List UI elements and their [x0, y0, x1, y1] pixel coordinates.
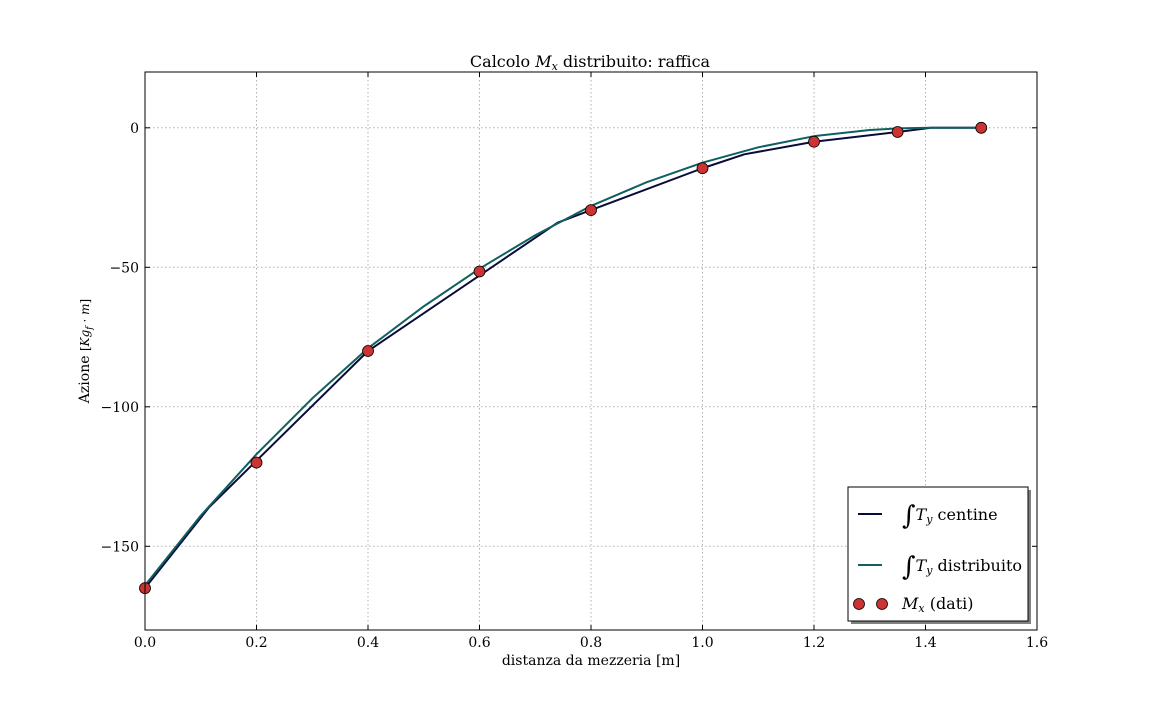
y-axis-units-k: K — [78, 336, 92, 347]
data-point — [696, 162, 709, 175]
legend-label-centine: ∫Ty centine — [902, 501, 998, 531]
y-tick-label: −50 — [109, 260, 139, 276]
y-axis-label-text: Azione — [77, 351, 93, 404]
x-axis-label: distanza da mezzeria [m] — [502, 653, 680, 669]
y-tick-label: 0 — [130, 121, 139, 137]
y-axis-units-m: m — [78, 304, 92, 315]
x-tick-label: 0.0 — [134, 635, 156, 651]
legend-math-sub-dati: x — [918, 602, 925, 615]
series-layer — [139, 121, 988, 595]
y-tick-label: −150 — [101, 539, 139, 555]
x-tick-label: 1.6 — [1026, 635, 1048, 651]
y-axis-label: Azione [Kgf · m] — [77, 299, 95, 404]
x-tick-label: 0.2 — [245, 635, 267, 651]
y-tick-label: −100 — [101, 400, 139, 416]
data-point — [975, 121, 988, 134]
data-point — [362, 345, 374, 357]
legend-label-distribuito: ∫Ty distribuito — [902, 552, 1022, 582]
legend-label-dati: Mx (dati) — [901, 594, 974, 615]
y-axis-units-dot: · — [78, 315, 92, 326]
legend-box — [847, 486, 1029, 622]
legend-marker-dati — [876, 598, 888, 610]
data-point — [808, 135, 820, 148]
legend: ∫Ty centine ∫Ty distribuito Mx (dati) — [847, 486, 1031, 624]
data-point — [250, 456, 263, 469]
legend-math-sub-distribuito: y — [925, 564, 933, 577]
data-point — [891, 126, 904, 138]
x-tick-label: 0.8 — [580, 635, 602, 651]
data-point — [473, 265, 486, 278]
legend-integral-distribuito: ∫ — [902, 552, 916, 582]
y-axis-units-g: g — [78, 329, 92, 337]
y-axis-units-close: ] — [78, 299, 92, 304]
chart-title: Calcolo Mx distribuito: raffica — [470, 52, 711, 73]
x-tick-label: 1.0 — [691, 635, 713, 651]
legend-math-distribuito: T — [916, 556, 928, 575]
x-tick-label: 1.2 — [803, 635, 825, 651]
chart-title-prefix: Calcolo — [470, 52, 535, 71]
legend-math-sub-centine: y — [925, 513, 933, 526]
legend-math-centine: T — [916, 505, 928, 524]
legend-marker-dati — [853, 598, 865, 610]
x-tick-label: 1.4 — [914, 635, 936, 651]
legend-suffix-centine: centine — [932, 505, 997, 524]
legend-suffix-distribuito: distribuito — [932, 556, 1022, 575]
data-point — [585, 204, 597, 217]
legend-integral-centine: ∫ — [902, 501, 916, 531]
chart-title-math: M — [534, 52, 552, 71]
y-axis-units-open: [ — [78, 346, 92, 351]
legend-suffix-dati: (dati) — [925, 594, 974, 613]
ticks: 0.0 0.2 0.4 0.6 0.8 1.0 1.2 1.4 1.6 0 −50 −100 −150 — [101, 72, 1048, 651]
x-tick-label: 0.4 — [357, 635, 379, 651]
y-axis-units-f: f — [85, 325, 95, 331]
legend-math-dati: M — [901, 594, 919, 613]
chart-title-suffix: distribuito: raffica — [558, 52, 711, 71]
chart-title-math-sub: x — [552, 60, 559, 73]
x-tick-label: 0.6 — [468, 635, 490, 651]
